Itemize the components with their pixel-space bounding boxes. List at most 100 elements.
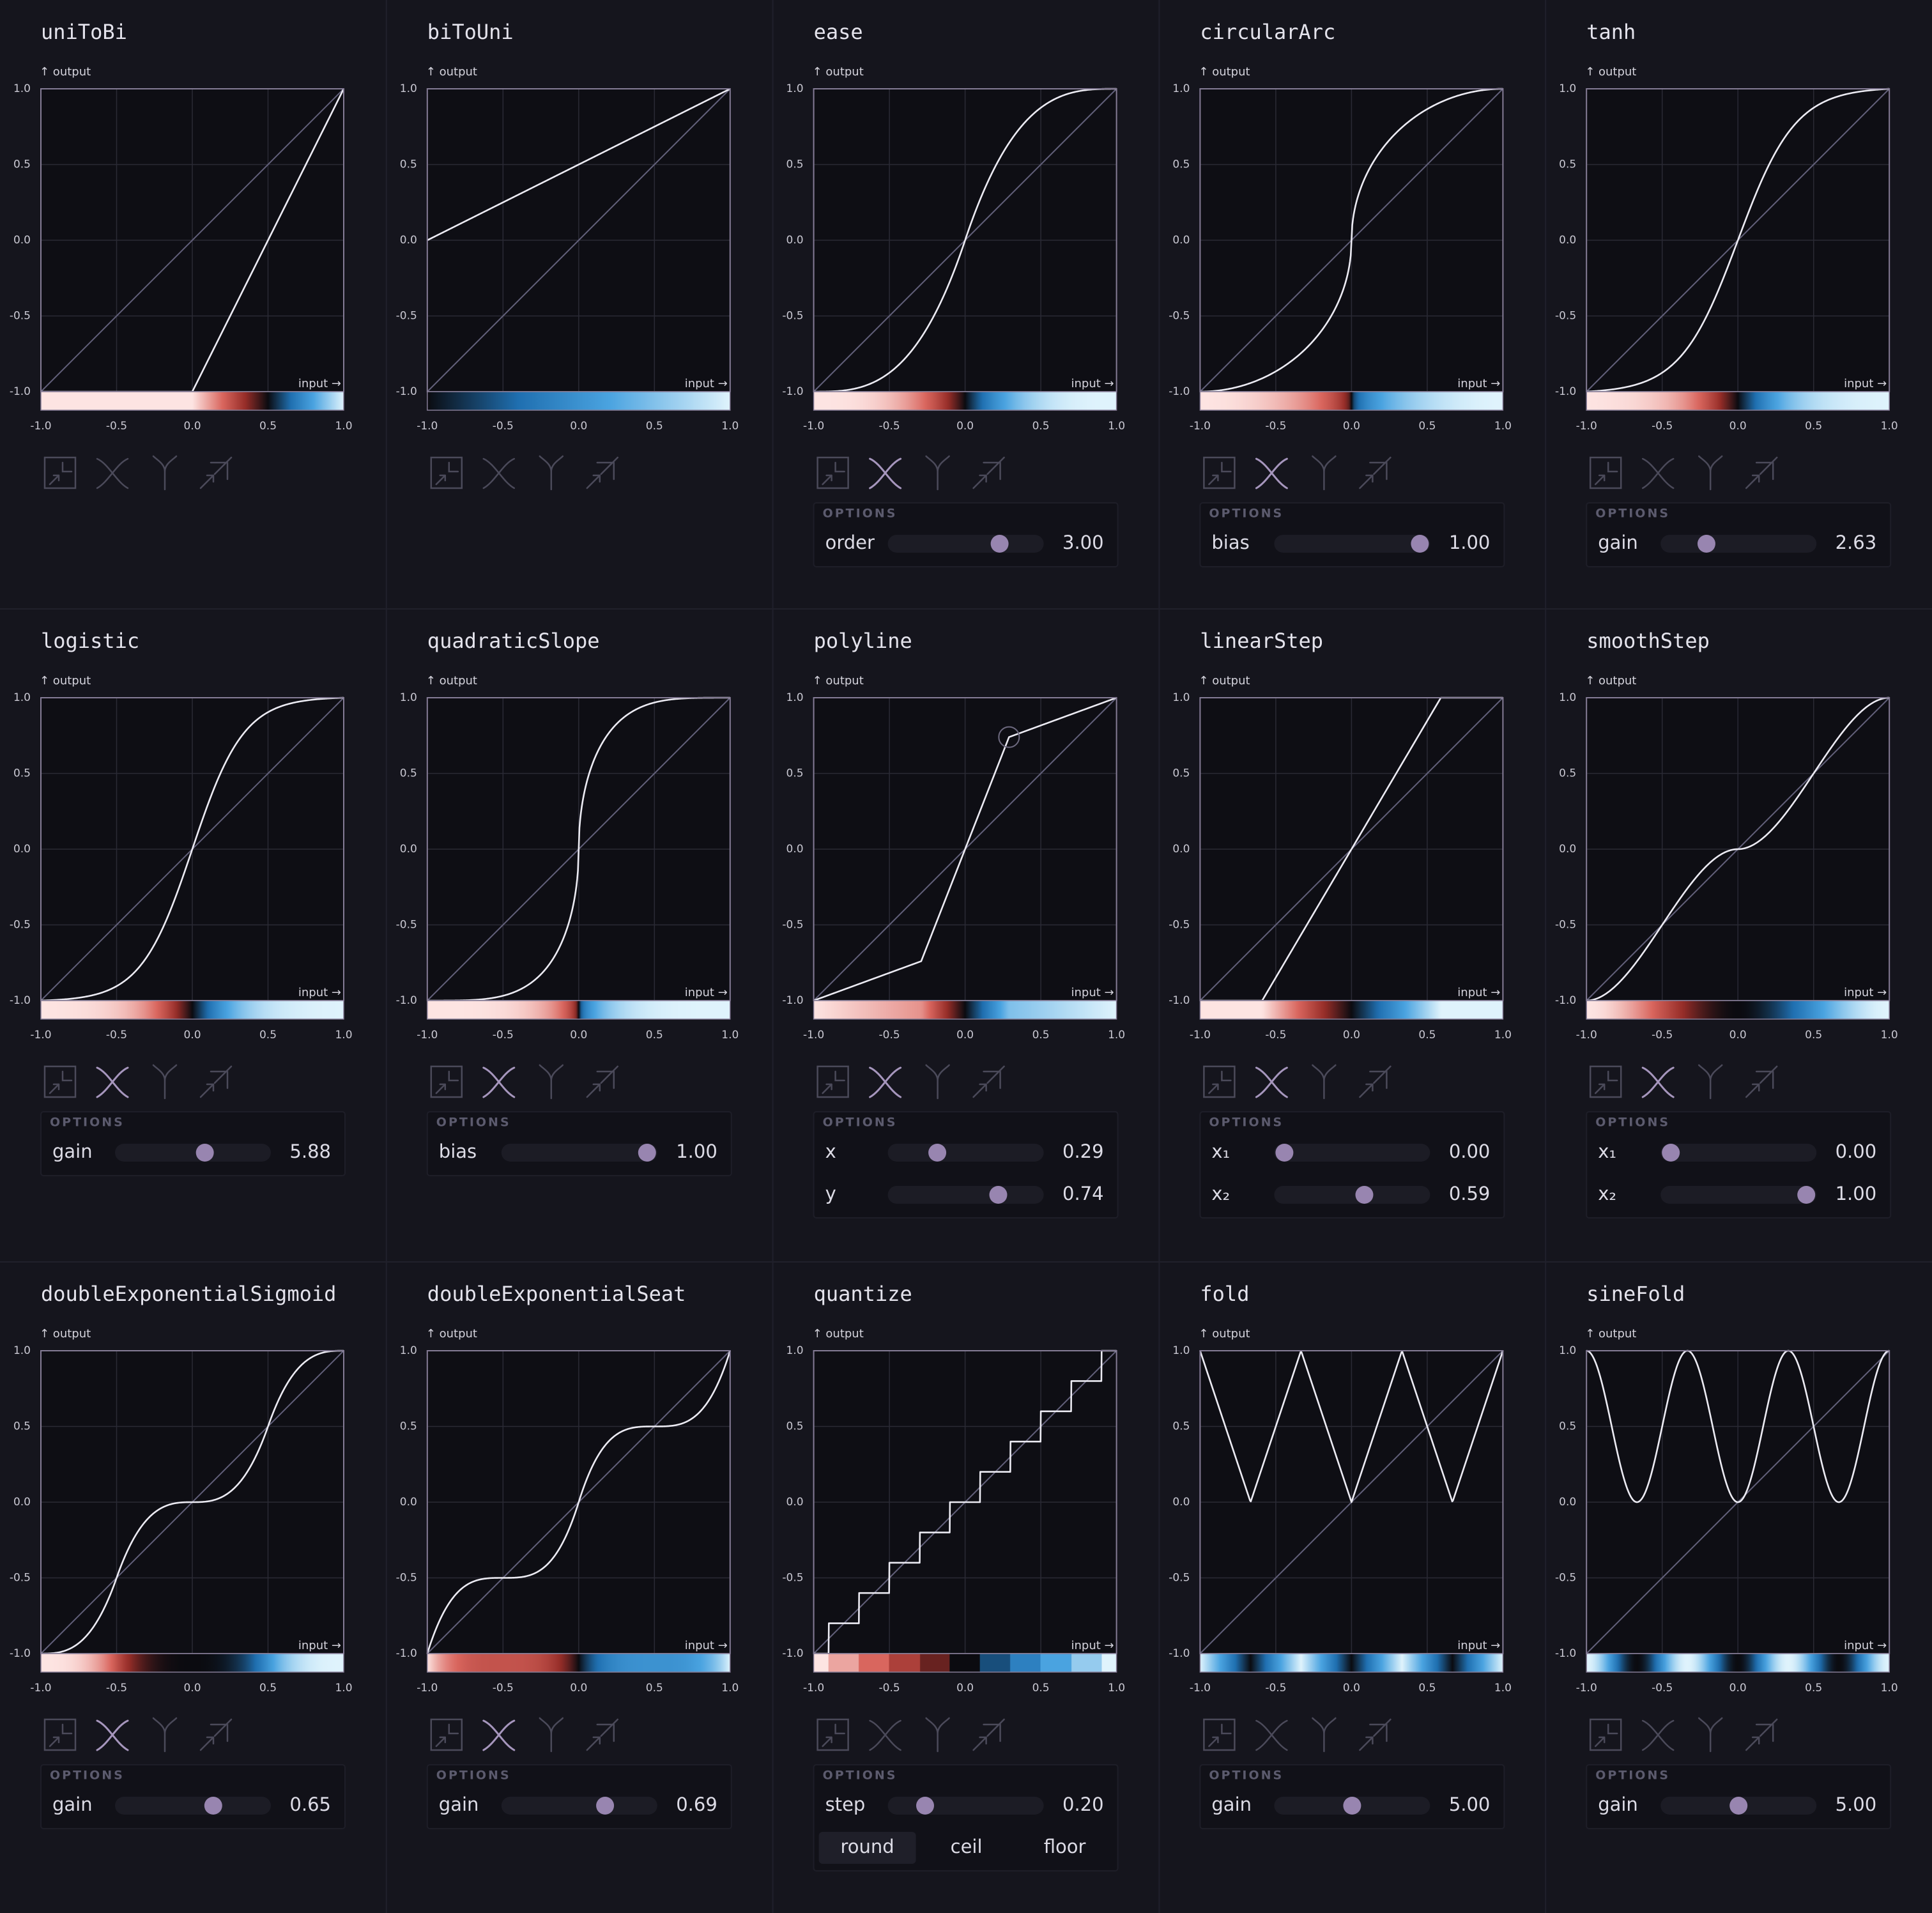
- slider-track[interactable]: [1660, 1186, 1817, 1204]
- slider-track[interactable]: [887, 535, 1044, 553]
- toolbar-icon[interactable]: [1745, 1065, 1778, 1098]
- toolbar-icon[interactable]: [1203, 456, 1236, 489]
- slider-track[interactable]: [1660, 535, 1817, 553]
- toolbar-icon[interactable]: [1641, 1719, 1675, 1751]
- toolbar-icon[interactable]: [1312, 1064, 1337, 1100]
- mode-button[interactable]: ceil: [951, 1836, 983, 1857]
- toolbar-icon[interactable]: [816, 1065, 849, 1098]
- toolbar-icon[interactable]: [1589, 1065, 1622, 1098]
- toolbar-icon[interactable]: [1255, 457, 1288, 489]
- toolbar-icon[interactable]: [482, 1719, 516, 1751]
- slider-track[interactable]: [887, 1797, 1044, 1815]
- slider-knob[interactable]: [1355, 1186, 1374, 1204]
- toolbar-icon[interactable]: [1745, 456, 1778, 489]
- toolbar-icon[interactable]: [152, 1064, 178, 1100]
- slider-knob[interactable]: [1411, 535, 1429, 553]
- slider-knob[interactable]: [1275, 1144, 1294, 1162]
- slider-track[interactable]: [501, 1797, 657, 1815]
- toolbar-icon[interactable]: [1359, 456, 1392, 489]
- slider-track[interactable]: [1660, 1144, 1817, 1162]
- slider-knob[interactable]: [989, 1186, 1008, 1204]
- toolbar-icon[interactable]: [43, 456, 77, 489]
- slider-track[interactable]: [115, 1144, 271, 1162]
- slider-track[interactable]: [887, 1144, 1044, 1162]
- slider-track[interactable]: [887, 1186, 1044, 1204]
- toolbar-icon[interactable]: [586, 1718, 619, 1751]
- toolbar-icon[interactable]: [43, 1718, 77, 1751]
- slider-track[interactable]: [1274, 1144, 1430, 1162]
- toolbar-icon[interactable]: [152, 455, 178, 491]
- slider-knob[interactable]: [1729, 1797, 1748, 1815]
- toolbar-icon[interactable]: [199, 1065, 233, 1098]
- toolbar-icon[interactable]: [1359, 1718, 1392, 1751]
- toolbar-icon[interactable]: [482, 457, 516, 489]
- toolbar-icon[interactable]: [152, 1717, 178, 1753]
- x-tick-label: 0.0: [1343, 1029, 1360, 1041]
- toolbar-icon[interactable]: [925, 1717, 950, 1753]
- option-value: 0.00: [1836, 1141, 1877, 1162]
- toolbar-icon[interactable]: [1698, 1717, 1723, 1753]
- slider-track[interactable]: [501, 1144, 657, 1162]
- toolbar-icon[interactable]: [1589, 456, 1622, 489]
- toolbar-icon[interactable]: [586, 456, 619, 489]
- function-curve: [813, 88, 1117, 393]
- toolbar-icon[interactable]: [539, 1717, 564, 1753]
- toolbar-icon[interactable]: [1589, 1718, 1622, 1751]
- toolbar-icon[interactable]: [816, 1718, 849, 1751]
- toolbar-icon[interactable]: [869, 457, 902, 489]
- slider-knob[interactable]: [195, 1144, 214, 1162]
- mode-button[interactable]: floor: [1044, 1836, 1086, 1857]
- mode-button[interactable]: round: [840, 1836, 894, 1857]
- toolbar-icon[interactable]: [972, 456, 1005, 489]
- toolbar-icon[interactable]: [430, 1718, 463, 1751]
- toolbar-icon[interactable]: [586, 1065, 619, 1098]
- toolbar-icon[interactable]: [816, 456, 849, 489]
- slider-knob[interactable]: [638, 1144, 656, 1162]
- toolbar-icon[interactable]: [1698, 1064, 1723, 1100]
- toolbar-icon[interactable]: [972, 1718, 1005, 1751]
- toolbar-icon[interactable]: [1698, 455, 1723, 491]
- toolbar-icon[interactable]: [1312, 455, 1337, 491]
- toolbar-icon[interactable]: [430, 1065, 463, 1098]
- slider-track[interactable]: [1274, 535, 1430, 553]
- toolbar-icon[interactable]: [1312, 1717, 1337, 1753]
- toolbar-icon[interactable]: [199, 456, 233, 489]
- slider-knob[interactable]: [990, 535, 1009, 553]
- x-tick-label: -1.0: [1190, 1029, 1211, 1041]
- toolbar-icon[interactable]: [1255, 1066, 1288, 1098]
- toolbar-icon[interactable]: [96, 1066, 129, 1098]
- slider-knob[interactable]: [1343, 1797, 1361, 1815]
- toolbar-icon[interactable]: [1203, 1718, 1236, 1751]
- toolbar-icon[interactable]: [925, 1064, 950, 1100]
- toolbar-icon[interactable]: [1641, 1066, 1675, 1098]
- toolbar-icon[interactable]: [43, 1065, 77, 1098]
- slider-knob[interactable]: [204, 1797, 222, 1815]
- toolbar-icon[interactable]: [430, 456, 463, 489]
- toolbar-icon[interactable]: [1745, 1718, 1778, 1751]
- x-tick-label: 0.5: [259, 420, 277, 433]
- toolbar-icon[interactable]: [972, 1065, 1005, 1098]
- toolbar-icon[interactable]: [1359, 1065, 1392, 1098]
- slider-knob[interactable]: [916, 1797, 934, 1815]
- toolbar-icon[interactable]: [1255, 1719, 1288, 1751]
- toolbar-icon[interactable]: [96, 1719, 129, 1751]
- slider-knob[interactable]: [1797, 1186, 1816, 1204]
- toolbar-icon[interactable]: [869, 1719, 901, 1751]
- y-axis-label: ↑ output: [40, 65, 91, 79]
- toolbar-icon[interactable]: [1203, 1065, 1236, 1098]
- slider-knob[interactable]: [1697, 535, 1715, 553]
- toolbar-icon[interactable]: [96, 457, 129, 489]
- toolbar-icon[interactable]: [869, 1066, 902, 1098]
- toolbar-icon[interactable]: [199, 1718, 233, 1751]
- slider-knob[interactable]: [596, 1797, 615, 1815]
- slider-knob[interactable]: [928, 1144, 947, 1162]
- toolbar-icon[interactable]: [1641, 457, 1675, 489]
- x-axis-label: input →: [1844, 986, 1887, 999]
- slider-knob[interactable]: [1662, 1144, 1680, 1162]
- toolbar-icon[interactable]: [482, 1066, 516, 1098]
- toolbar-icon[interactable]: [925, 455, 950, 491]
- toolbar-icon[interactable]: [539, 455, 564, 491]
- slider-track[interactable]: [115, 1797, 271, 1815]
- toolbar-icon[interactable]: [539, 1064, 564, 1100]
- slider-track[interactable]: [1274, 1186, 1430, 1204]
